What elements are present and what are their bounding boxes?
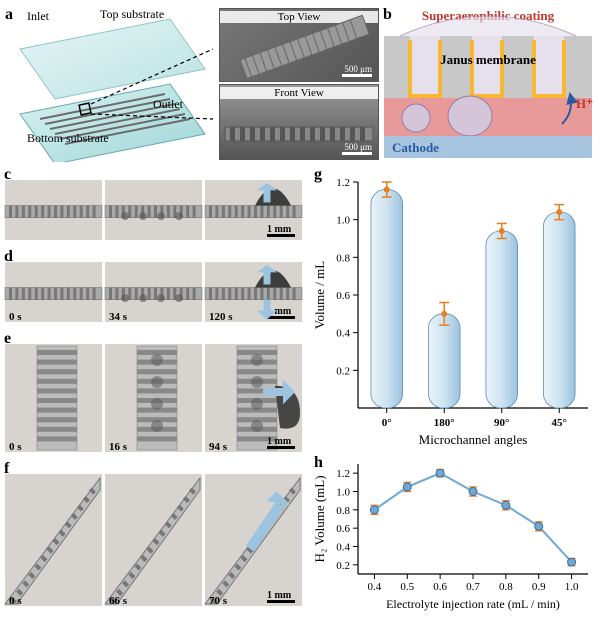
barchart-g: 0.2 0.4 0.6 0.8 1.0 1.2 Volume / mL 0° 180° 90° 45… xyxy=(310,166,598,450)
svg-text:0.8: 0.8 xyxy=(336,252,350,264)
svg-text:Microchannel angles: Microchannel angles xyxy=(419,432,528,447)
micrograph-strip: 1 mm xyxy=(4,166,304,242)
svg-text:Electrolyte injection rate (mL: Electrolyte injection rate (mL / min) xyxy=(386,597,560,611)
svg-text:1.0: 1.0 xyxy=(565,581,579,593)
panel-d: d 0 s34 s120 s1 mm xyxy=(4,248,306,326)
svg-text:45°: 45° xyxy=(552,417,567,429)
micrograph-strip: 0 s 16 s 94 s 1 mm xyxy=(4,330,304,454)
front-view-img: Front View 500 μm xyxy=(219,84,379,160)
label-c: c xyxy=(4,166,11,184)
device-schematic: Inlet Top substrate Outlet Bottom substr… xyxy=(5,4,215,162)
cathode-text: Cathode xyxy=(392,140,439,155)
svg-text:0.8: 0.8 xyxy=(499,581,513,593)
svg-text:0.4: 0.4 xyxy=(336,328,350,340)
svg-text:0.6: 0.6 xyxy=(336,290,350,302)
svg-text:1.2: 1.2 xyxy=(336,177,350,189)
panel-f: f 0 s 66 s 70 s 1 mm xyxy=(4,460,306,610)
svg-text:0.5: 0.5 xyxy=(400,581,414,593)
micrograph-strip: 0 s 66 s 70 s 1 mm xyxy=(4,460,304,608)
svg-text:0 s: 0 s xyxy=(9,441,22,453)
svg-text:Volume / mL: Volume / mL xyxy=(312,261,327,329)
janus-text: Janus membrane xyxy=(440,52,536,67)
panel-c: c 1 mm xyxy=(4,166,306,244)
inlet-text: Inlet xyxy=(27,9,50,23)
svg-text:1.2: 1.2 xyxy=(336,468,350,480)
top-view-img: Top View 500 μm xyxy=(219,8,379,82)
label-e: e xyxy=(4,330,11,348)
svg-text:0.9: 0.9 xyxy=(532,581,546,593)
svg-text:16 s: 16 s xyxy=(109,441,128,453)
svg-text:90°: 90° xyxy=(494,417,509,429)
svg-text:1 mm: 1 mm xyxy=(267,590,292,601)
svg-text:0.4: 0.4 xyxy=(368,581,382,593)
svg-text:34 s: 34 s xyxy=(109,311,128,323)
svg-text:0.2: 0.2 xyxy=(336,365,350,377)
scale-bar-a2: 500 μm xyxy=(342,142,372,155)
outlet-text: Outlet xyxy=(153,97,184,111)
label-g: g xyxy=(314,166,322,184)
svg-text:180°: 180° xyxy=(434,417,455,429)
svg-text:120 s: 120 s xyxy=(209,311,233,323)
svg-text:0.6: 0.6 xyxy=(336,523,350,535)
svg-text:94 s: 94 s xyxy=(209,441,228,453)
svg-text:0.8: 0.8 xyxy=(336,505,350,517)
panel-a: a Inlet Top substrate Outlet Bottom subs… xyxy=(3,2,378,162)
topsub-text: Top substrate xyxy=(100,7,164,21)
chart-h: h 0.2 0.4 0.6 0.8 1.0 1.2 0.4 0.5 0.6 0.7 0.8 0.9 1.… xyxy=(310,454,598,612)
chart-g: g 0.2 0.4 0.6 0.8 1.0 1.2 Volume / mL 0° 180° 90°… xyxy=(310,166,598,450)
label-h: h xyxy=(314,454,323,472)
svg-text:1.0: 1.0 xyxy=(336,487,350,499)
linechart-h: 0.2 0.4 0.6 0.8 1.0 1.2 0.4 0.5 0.6 0.7 0.8 0.9 1.0 H… xyxy=(310,454,598,612)
schematic-b: Superaerophilic coating H⁺ Cathode xyxy=(380,2,596,162)
svg-text:70 s: 70 s xyxy=(209,595,228,607)
svg-text:1 mm: 1 mm xyxy=(267,436,292,447)
panel-b: b Superaerophilic coating H⁺ Ca xyxy=(380,2,596,162)
bottomsub-text: Bottom substrate xyxy=(27,131,109,145)
hplus-text: H⁺ xyxy=(576,96,593,111)
svg-text:1 mm: 1 mm xyxy=(267,224,292,235)
label-a: a xyxy=(5,6,13,24)
svg-text:0.4: 0.4 xyxy=(336,542,350,554)
svg-text:0 s: 0 s xyxy=(9,595,22,607)
svg-text:0°: 0° xyxy=(382,417,392,429)
label-b: b xyxy=(383,6,392,24)
label-d: d xyxy=(4,248,13,266)
svg-text:66 s: 66 s xyxy=(109,595,128,607)
svg-text:0 s: 0 s xyxy=(9,311,22,323)
svg-text:0.2: 0.2 xyxy=(336,560,350,572)
scale-bar-a1: 500 μm xyxy=(342,64,372,77)
panel-e: e 0 s 16 s 94 s 1 mm xyxy=(4,330,306,456)
svg-text:1.0: 1.0 xyxy=(336,215,350,227)
svg-text:0.7: 0.7 xyxy=(466,581,480,593)
micrograph-strip: 0 s34 s120 s1 mm xyxy=(4,248,304,324)
svg-text:H₂ Volume (mL): H₂ Volume (mL) xyxy=(312,475,327,562)
label-f: f xyxy=(4,460,9,478)
svg-text:0.6: 0.6 xyxy=(433,581,447,593)
